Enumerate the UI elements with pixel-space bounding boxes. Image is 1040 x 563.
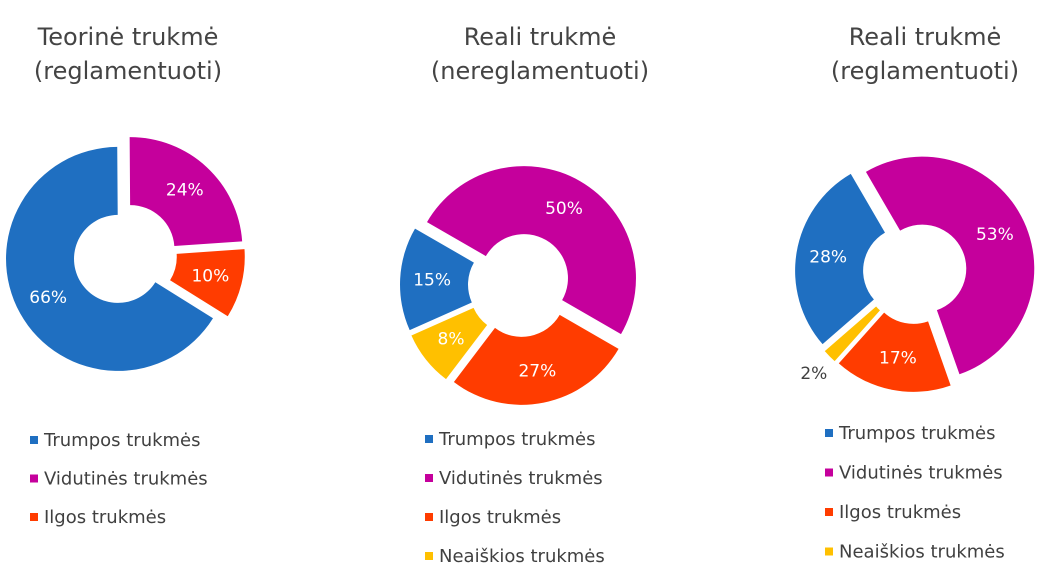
chart-title: Teorinė trukmė xyxy=(37,23,219,51)
donut-slice xyxy=(411,307,488,380)
donut-slice xyxy=(824,306,880,362)
legend-swatch xyxy=(425,513,433,521)
data-label: 2% xyxy=(800,364,827,384)
data-label: 24% xyxy=(166,180,204,200)
donut-slice xyxy=(170,249,245,317)
legend-label: Vidutinės trukmės xyxy=(839,463,1003,484)
donut-slice xyxy=(453,314,619,405)
legend-label: Ilgos trukmės xyxy=(439,507,561,528)
legend-label: Vidutinės trukmės xyxy=(439,468,603,489)
legend-label: Neaiškios trukmės xyxy=(839,542,1005,563)
legend-swatch xyxy=(425,435,433,443)
legend-swatch xyxy=(30,474,38,483)
legend-swatch xyxy=(825,468,833,477)
data-label: 53% xyxy=(976,225,1014,245)
legend-label: Ilgos trukmės xyxy=(839,502,961,523)
chart-title: Reali trukmė xyxy=(849,23,1002,51)
data-label: 8% xyxy=(438,330,465,350)
donut-slice xyxy=(838,312,951,392)
legend-label: Trumpos trukmės xyxy=(838,423,996,444)
donut-slice xyxy=(427,166,636,335)
data-label: 15% xyxy=(413,270,451,290)
legend-swatch xyxy=(825,547,833,556)
legend-label: Ilgos trukmės xyxy=(44,507,166,528)
data-label: 28% xyxy=(809,248,847,268)
donut-slice xyxy=(795,173,885,345)
data-label: 17% xyxy=(879,348,917,368)
chart-title: (nereglamentuoti) xyxy=(431,57,649,85)
data-label: 27% xyxy=(518,361,556,381)
data-label: 66% xyxy=(29,288,67,308)
legend-label: Neaiškios trukmės xyxy=(439,546,605,563)
legend-swatch xyxy=(30,436,38,444)
legend-label: Vidutinės trukmės xyxy=(44,469,208,490)
legend-label: Trumpos trukmės xyxy=(438,429,596,450)
chart-title: (reglamentuoti) xyxy=(34,57,222,85)
donut-slice xyxy=(6,146,213,371)
legend-swatch xyxy=(30,513,38,521)
donut-slice xyxy=(129,137,243,247)
legend-swatch xyxy=(425,552,433,560)
legend-swatch xyxy=(425,474,433,482)
legend-swatch xyxy=(825,429,833,437)
legend-label: Trumpos trukmės xyxy=(43,430,201,451)
donut-slice xyxy=(865,156,1035,375)
chart-title: (reglamentuoti) xyxy=(831,57,1019,85)
data-label: 50% xyxy=(545,199,583,219)
data-label: 10% xyxy=(191,266,229,286)
donut-slice xyxy=(400,228,474,331)
chart-title: Reali trukmė xyxy=(464,23,617,51)
legend-swatch xyxy=(825,508,833,516)
